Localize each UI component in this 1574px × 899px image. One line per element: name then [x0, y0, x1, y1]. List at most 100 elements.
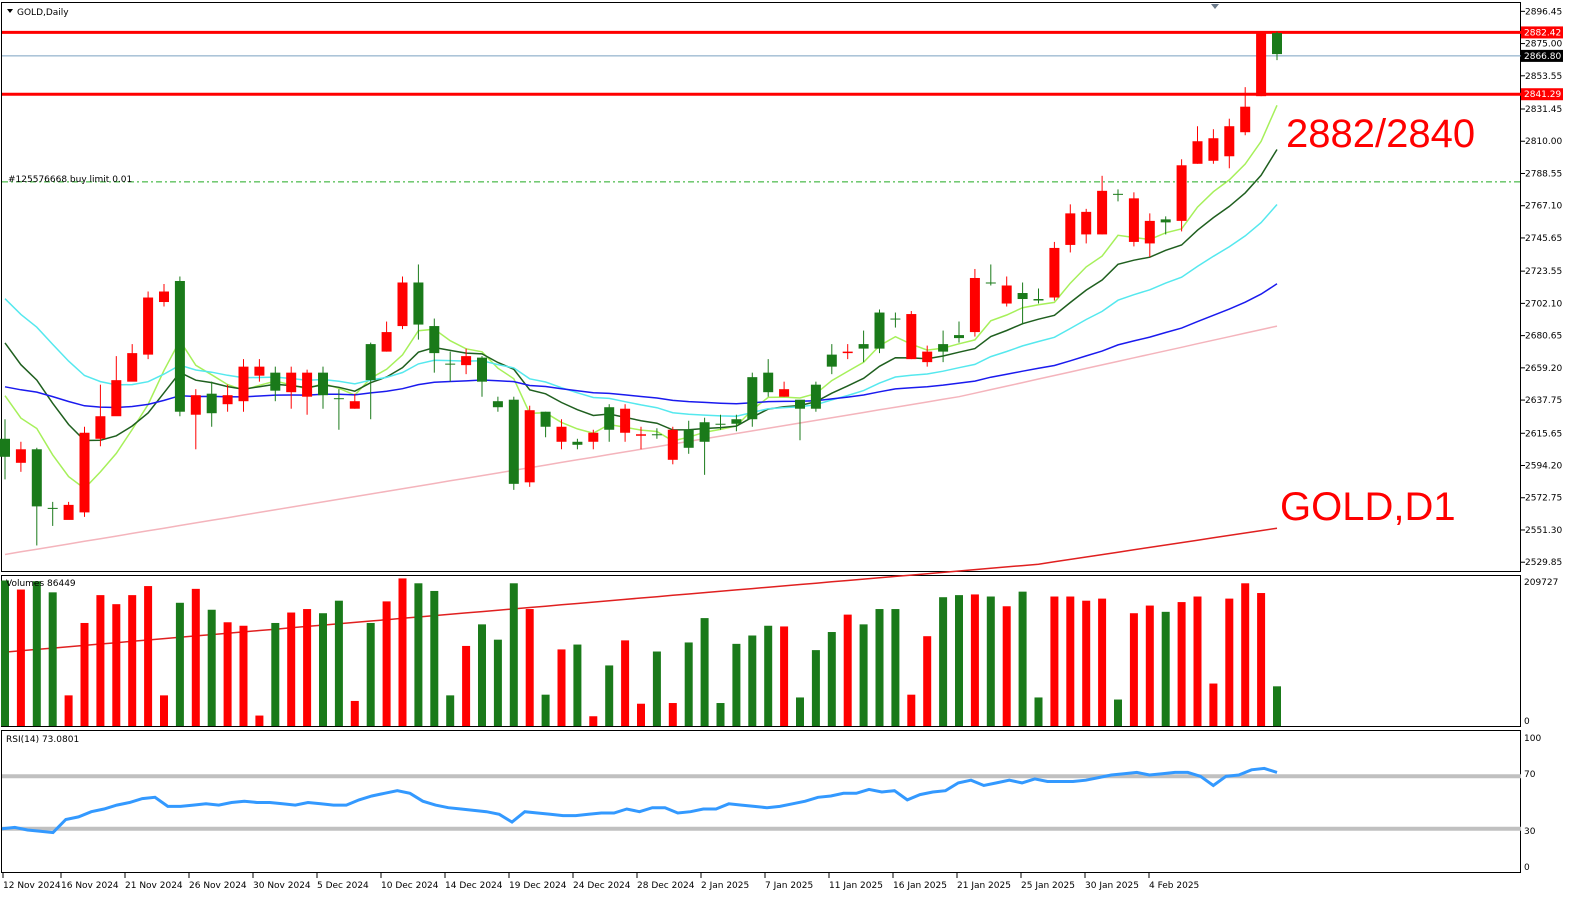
- volume-bar: [843, 614, 852, 726]
- candle-body: [1049, 247, 1060, 298]
- volume-bar: [478, 624, 486, 726]
- candle-body: [461, 356, 472, 366]
- price-tick-label: 2810.00: [1525, 137, 1562, 147]
- volume-bar: [939, 597, 948, 726]
- volume-bar: [350, 700, 359, 726]
- candle-body: [810, 384, 821, 409]
- scroll-marker-icon[interactable]: [1211, 4, 1219, 9]
- volume-bar: [748, 635, 757, 726]
- candle-body: [477, 357, 487, 382]
- volume-bar: [1241, 583, 1250, 726]
- price-tick-label: 2702.10: [1525, 299, 1562, 309]
- volume-bar: [1225, 598, 1234, 726]
- time-tick-label: 21 Nov 2024: [125, 881, 183, 891]
- candle-body: [699, 422, 710, 442]
- price-tick-label: 2767.10: [1525, 202, 1562, 212]
- price-tick-label: 2615.65: [1525, 429, 1562, 439]
- candle-body: [222, 395, 233, 405]
- volume-bar: [1145, 605, 1154, 726]
- candle-body: [445, 363, 456, 365]
- candle-body: [492, 401, 503, 408]
- candle-body: [826, 354, 837, 367]
- volume-bar: [970, 594, 979, 726]
- candle-body: [651, 434, 662, 436]
- candle-body: [111, 380, 122, 417]
- volume-bar: [112, 604, 121, 726]
- volume-bar: [414, 583, 423, 726]
- rsi-panel: [1, 730, 1521, 873]
- candle-body: [63, 504, 74, 520]
- candle-body: [1081, 211, 1092, 235]
- volume-bar: [573, 644, 582, 726]
- volume-bar: [1177, 602, 1186, 726]
- candle-body: [763, 372, 774, 393]
- candle-body: [572, 441, 583, 445]
- price-tick-label: 2875.00: [1525, 40, 1562, 50]
- time-tick-label: 28 Dec 2024: [637, 881, 695, 891]
- rsi-top-label: 100: [1524, 734, 1541, 744]
- candle-body: [413, 282, 424, 325]
- volume-bar: [811, 650, 820, 726]
- candle-body: [1144, 220, 1155, 244]
- candle-body: [620, 408, 631, 433]
- volume-indicator-label: Volumes 86449: [6, 579, 76, 589]
- candle-body: [15, 449, 26, 463]
- time-tick-label: 30 Jan 2025: [1085, 881, 1139, 891]
- volume-bar: [509, 583, 518, 726]
- price-tick-label: 2529.85: [1525, 558, 1562, 568]
- volume-bar: [1018, 591, 1027, 726]
- volume-bar: [986, 596, 995, 726]
- candle-body: [159, 291, 169, 303]
- candle-body: [95, 416, 106, 439]
- volume-bar: [541, 694, 550, 726]
- price-tick-label: 2572.75: [1525, 494, 1562, 504]
- candle-body: [1272, 33, 1282, 55]
- candle-body: [270, 372, 281, 391]
- rsi-bottom-label: 0: [1524, 863, 1530, 873]
- candle-body: [1160, 219, 1171, 223]
- candle-body: [1192, 141, 1203, 164]
- volume-bar: [1082, 600, 1091, 726]
- volume-bar: [907, 694, 916, 726]
- volume-bar: [223, 622, 232, 726]
- candle-body: [1113, 193, 1123, 195]
- candle-body: [349, 401, 360, 409]
- volume-bar: [430, 590, 439, 726]
- buy-limit-order-label[interactable]: #125576668 buy limit 0.01: [8, 175, 132, 185]
- dropdown-arrow-icon[interactable]: [7, 9, 13, 13]
- rsi-indicator-label: RSI(14) 73.0801: [6, 735, 79, 745]
- candle-body: [143, 297, 154, 355]
- time-tick-label: 10 Dec 2024: [381, 881, 439, 891]
- support-price-badge: 2841.29: [1524, 90, 1561, 100]
- volume-bar: [1209, 683, 1218, 726]
- candle-body: [604, 407, 615, 430]
- candle-body: [1033, 299, 1044, 301]
- volume-bar: [605, 665, 614, 726]
- volume-bar: [891, 609, 900, 726]
- volume-bar: [764, 625, 773, 726]
- candle-body: [858, 344, 869, 349]
- candle-body: [79, 432, 90, 513]
- candle-body: [524, 410, 535, 483]
- time-tick-label: 2 Jan 2025: [701, 881, 749, 891]
- candle-body: [318, 372, 328, 396]
- volume-bar: [668, 703, 677, 726]
- candle-body: [286, 372, 297, 393]
- volume-bar: [1034, 697, 1043, 726]
- current-price-badge-bg: [1521, 49, 1563, 62]
- volume-bar: [175, 602, 184, 726]
- volume-bar: [493, 639, 502, 726]
- candle-body: [1065, 213, 1076, 245]
- price-tick-label: 2723.55: [1525, 267, 1562, 277]
- time-tick-label: 7 Jan 2025: [765, 881, 813, 891]
- volume-bar: [366, 622, 375, 726]
- time-tick-label: 21 Jan 2025: [957, 881, 1011, 891]
- window-title-bar[interactable]: GOLD,Daily: [7, 8, 69, 18]
- candle-body: [206, 393, 217, 414]
- volume-bar: [1161, 611, 1170, 726]
- volume-bar: [1114, 699, 1122, 726]
- volume-bar: [827, 632, 836, 726]
- candle-body: [906, 314, 917, 360]
- candle-body: [795, 399, 805, 409]
- candle-body: [1017, 293, 1028, 300]
